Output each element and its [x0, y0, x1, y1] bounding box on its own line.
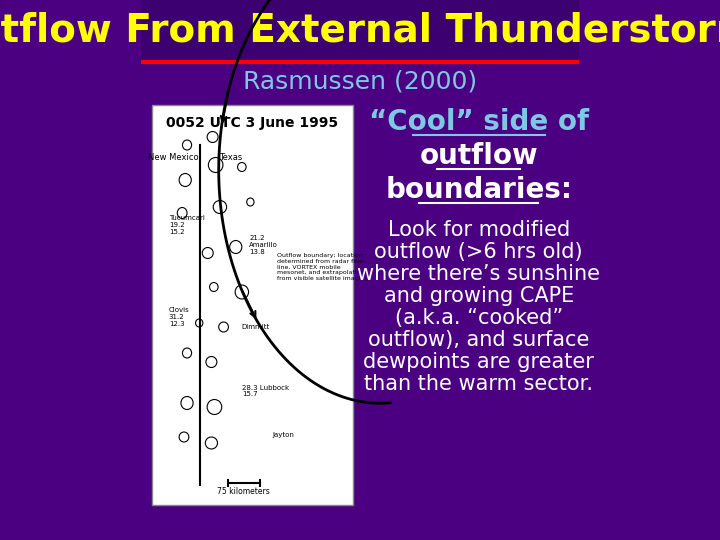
Text: Outflow From External Thunderstorms: Outflow From External Thunderstorms — [0, 11, 720, 49]
Text: 75 kilometers: 75 kilometers — [217, 488, 270, 496]
Text: Clovis
31.2
12.3: Clovis 31.2 12.3 — [168, 307, 189, 327]
Text: Outflow boundary; location
determined from radar fine-
line, VORTEX mobile
meson: Outflow boundary; location determined fr… — [276, 253, 369, 281]
Text: outflow (>6 hrs old): outflow (>6 hrs old) — [374, 242, 583, 262]
Text: Rasmussen (2000): Rasmussen (2000) — [243, 70, 477, 94]
Text: dewpoints are greater: dewpoints are greater — [364, 352, 594, 372]
FancyBboxPatch shape — [140, 0, 580, 60]
Text: New Mexico: New Mexico — [148, 153, 198, 162]
Text: boundaries:: boundaries: — [385, 176, 572, 204]
Text: 28.3 Lubbock
15.7: 28.3 Lubbock 15.7 — [242, 384, 289, 397]
Text: “Cool” side of: “Cool” side of — [369, 108, 589, 136]
Text: Jayton: Jayton — [272, 432, 294, 438]
Text: 21.2
Amarillo
13.8: 21.2 Amarillo 13.8 — [249, 235, 278, 255]
Text: 0052 UTC 3 June 1995: 0052 UTC 3 June 1995 — [166, 116, 338, 130]
Text: Texas: Texas — [220, 153, 243, 162]
Text: outflow), and surface: outflow), and surface — [368, 330, 590, 350]
Text: than the warm sector.: than the warm sector. — [364, 374, 593, 394]
Text: Tucumcari
19.2
15.2: Tucumcari 19.2 15.2 — [168, 215, 204, 235]
Text: and growing CAPE: and growing CAPE — [384, 286, 574, 306]
FancyBboxPatch shape — [152, 105, 353, 505]
Text: outflow: outflow — [420, 142, 538, 170]
Text: Look for modified: Look for modified — [387, 220, 570, 240]
Text: where there’s sunshine: where there’s sunshine — [357, 264, 600, 284]
Text: (a.k.a. “cooked”: (a.k.a. “cooked” — [395, 308, 563, 328]
Text: Dimmitt: Dimmitt — [242, 324, 270, 330]
